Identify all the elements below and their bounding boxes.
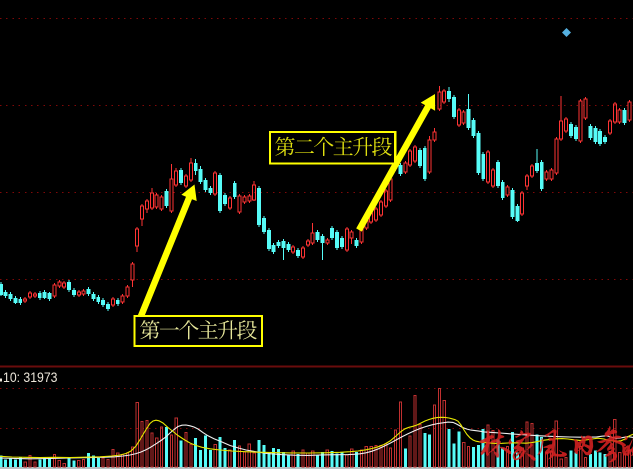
svg-text:10: 31973: 10: 31973 <box>3 370 58 385</box>
